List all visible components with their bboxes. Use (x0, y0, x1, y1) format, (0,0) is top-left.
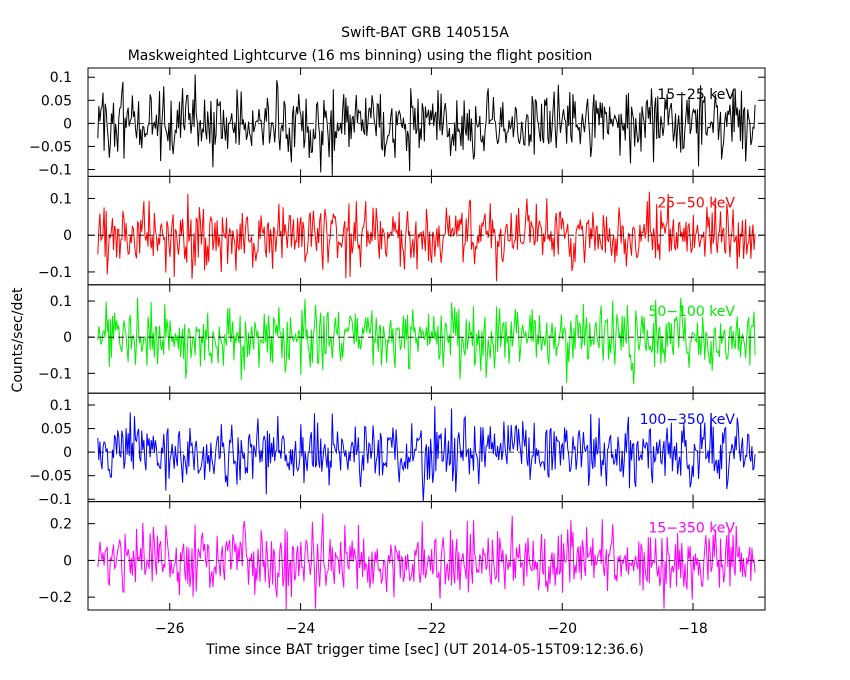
y-tick-label: −0.1 (38, 265, 72, 281)
y-tick-label: −0.1 (38, 162, 72, 178)
y-tick-label: 0 (63, 553, 72, 569)
x-tick-label: −20 (547, 621, 577, 637)
y-tick-label: −0.1 (38, 492, 72, 508)
series-line-0 (97, 74, 756, 176)
x-axis-label: Time since BAT trigger time [sec] (UT 20… (205, 642, 644, 658)
y-tick-label: 0 (63, 445, 72, 461)
y-axis-label: Counts/sec/det (10, 287, 26, 392)
band-label: 15−350 keV (648, 521, 735, 537)
series-line-3 (97, 406, 756, 502)
chart-title: Swift-BAT GRB 140515A (341, 25, 509, 41)
y-tick-label: −0.05 (29, 469, 72, 485)
band-label: 50−100 keV (648, 304, 735, 320)
panel-2: 0.1 0 −0.1 50−100 keV (38, 284, 766, 394)
panel-frame (87, 284, 766, 394)
y-tick-label: 0 (63, 228, 72, 244)
y-tick-label: −0.2 (38, 590, 72, 606)
band-label: 15−25 keV (657, 87, 735, 103)
y-tick-label: 0.05 (41, 93, 72, 109)
panel-frame (87, 67, 766, 177)
series-line-2 (97, 297, 756, 385)
x-axis: −26 −24 −22 −20 −18 (155, 621, 708, 637)
y-tick-label: 0 (63, 116, 72, 132)
x-tick-label: −22 (417, 621, 447, 637)
panel-frame (87, 501, 766, 611)
y-tick-label: 0.05 (41, 422, 72, 438)
x-tick-label: −18 (678, 621, 708, 637)
x-tick-label: −24 (286, 621, 316, 637)
panels-group: 0.1 0.05 0 −0.05 −0.1 15−25 keV 0.1 0 −0.1 25−50 … (29, 67, 766, 611)
y-tick-label: −0.05 (29, 139, 72, 155)
y-tick-label: −0.1 (38, 366, 72, 382)
y-tick-label: 0.1 (50, 70, 72, 86)
y-tick-label: 0.1 (50, 191, 72, 207)
panel-3: 0.1 0.05 0 −0.05 −0.1 100−350 keV (29, 392, 766, 508)
chart-subtitle: Maskweighted Lightcurve (16 ms binning) … (128, 48, 593, 64)
y-tick-label: 0 (63, 330, 72, 346)
panel-0: 0.1 0.05 0 −0.05 −0.1 15−25 keV (29, 67, 766, 178)
y-tick-label: 0.1 (50, 398, 72, 414)
panel-4: 0.2 0 −0.2 15−350 keV (38, 501, 766, 611)
series-line-4 (97, 513, 756, 610)
y-tick-label: 0.1 (50, 294, 72, 310)
band-label: 25−50 keV (657, 195, 735, 211)
panel-1: 0.1 0 −0.1 25−50 keV (38, 175, 766, 286)
panel-frame (87, 175, 766, 286)
band-label: 100−350 keV (640, 412, 736, 428)
series-line-1 (97, 191, 756, 282)
y-tick-label: 0.2 (50, 517, 72, 533)
x-tick-label: −26 (155, 621, 185, 637)
